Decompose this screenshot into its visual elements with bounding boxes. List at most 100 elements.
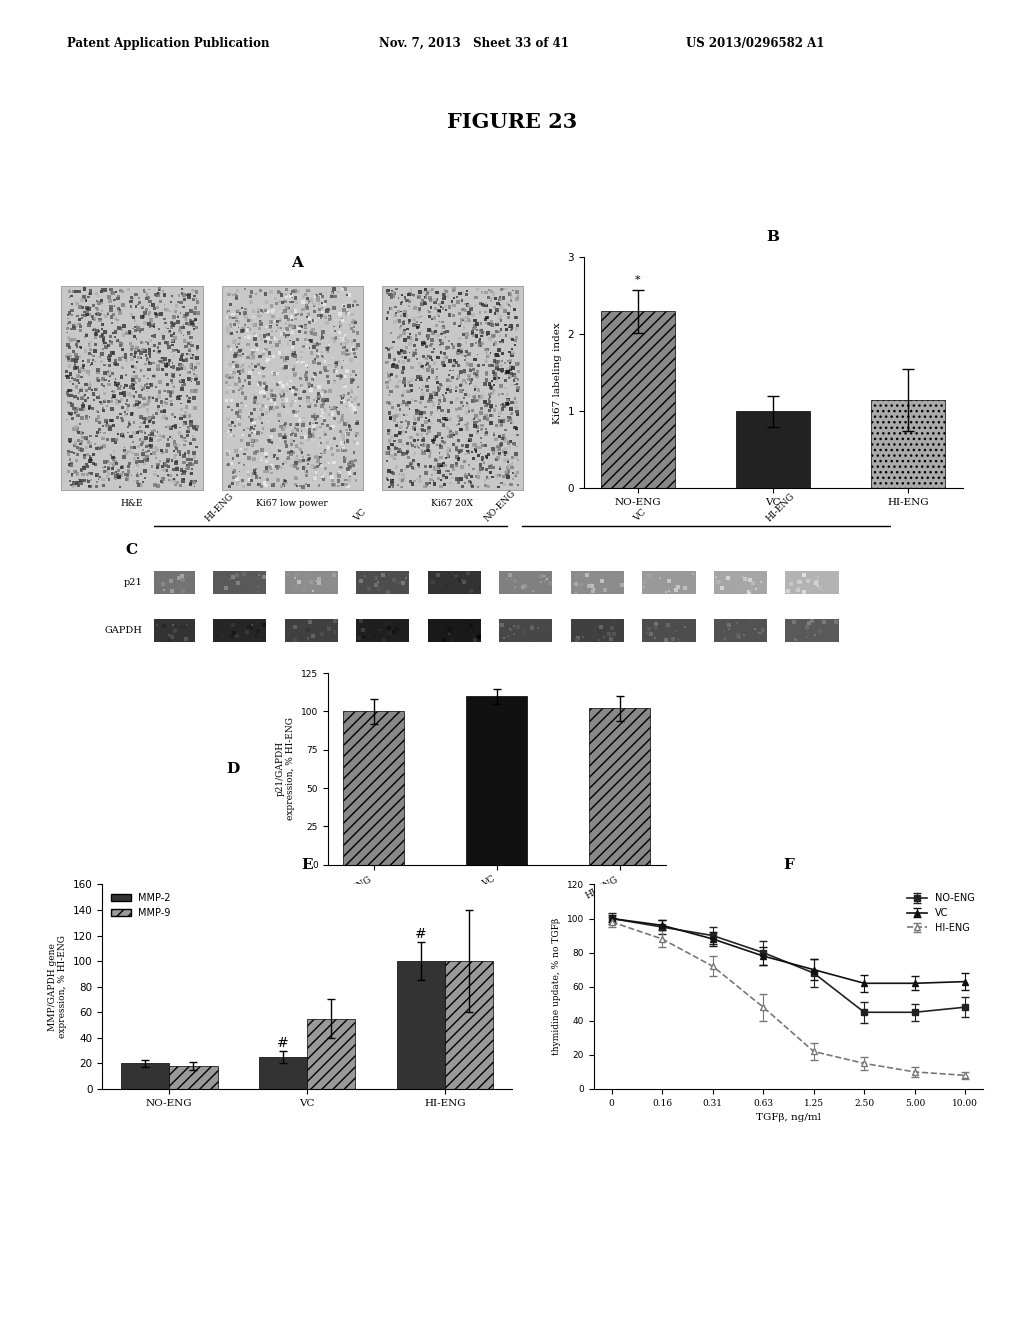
- Point: [420, 329, 436, 350]
- Point: [306, 367, 323, 388]
- Point: [455, 475, 471, 496]
- Point: [72, 281, 88, 302]
- Point: [433, 375, 450, 396]
- Point: [495, 441, 511, 462]
- Point: [67, 434, 83, 455]
- Point: [429, 347, 445, 368]
- Point: [163, 292, 179, 313]
- Point: [310, 352, 327, 374]
- Point: [300, 453, 316, 474]
- Point: [797, 582, 813, 603]
- Point: [95, 436, 112, 457]
- Point: [465, 391, 481, 412]
- Point: [478, 325, 495, 346]
- Point: [110, 330, 126, 351]
- Point: [227, 441, 244, 462]
- Point: [315, 466, 332, 487]
- Point: [136, 393, 153, 414]
- Point: [129, 444, 145, 465]
- Point: [452, 327, 468, 348]
- Point: [158, 355, 174, 376]
- Point: [249, 334, 265, 355]
- Point: [464, 409, 480, 430]
- Point: [457, 293, 473, 314]
- Point: [349, 433, 366, 454]
- Point: [481, 400, 498, 421]
- Point: [171, 568, 187, 589]
- Point: [469, 366, 485, 387]
- Point: [406, 308, 422, 329]
- Point: [340, 458, 356, 479]
- Point: [419, 424, 435, 445]
- Point: [438, 620, 455, 642]
- Point: [173, 323, 189, 345]
- Point: [265, 475, 282, 496]
- Point: [478, 342, 495, 363]
- Point: [105, 385, 122, 407]
- Point: [167, 327, 183, 348]
- Point: [67, 329, 83, 350]
- Point: [237, 315, 253, 337]
- Point: [424, 319, 440, 341]
- Point: [324, 438, 340, 459]
- Point: [138, 331, 155, 352]
- Point: [81, 462, 97, 483]
- Point: [164, 425, 180, 446]
- Point: [436, 389, 453, 411]
- Point: [579, 565, 595, 586]
- Point: [397, 286, 414, 308]
- Point: [123, 404, 139, 425]
- Point: [269, 327, 286, 348]
- Point: [125, 432, 141, 453]
- Point: [510, 315, 526, 337]
- Point: [247, 323, 263, 345]
- Point: [524, 618, 541, 639]
- Point: [67, 475, 83, 496]
- Point: [500, 350, 516, 371]
- Point: [115, 411, 131, 432]
- Point: [480, 346, 497, 367]
- Point: [451, 407, 467, 428]
- Text: VC: VC: [632, 508, 648, 524]
- Point: [435, 317, 452, 338]
- Point: [394, 285, 411, 306]
- Point: [295, 477, 311, 498]
- Point: [272, 323, 289, 345]
- Point: [176, 289, 193, 310]
- Point: [229, 280, 246, 301]
- Point: [422, 389, 438, 411]
- Point: [163, 384, 179, 405]
- Point: [78, 428, 94, 449]
- Point: [475, 355, 492, 376]
- FancyBboxPatch shape: [428, 619, 481, 642]
- Point: [228, 288, 245, 309]
- Point: [278, 368, 294, 389]
- Point: [129, 391, 145, 412]
- Point: [509, 318, 525, 339]
- Point: [222, 421, 239, 442]
- Point: [74, 305, 90, 326]
- Point: [165, 330, 181, 351]
- Point: [218, 454, 234, 475]
- Point: [225, 305, 242, 326]
- Point: [419, 376, 435, 397]
- Point: [103, 381, 120, 403]
- Point: [100, 286, 117, 308]
- Point: [276, 470, 293, 491]
- Point: [376, 630, 392, 651]
- Point: [83, 463, 99, 484]
- Point: [497, 378, 513, 399]
- Point: [407, 418, 423, 440]
- Point: [457, 350, 473, 371]
- Point: [98, 461, 115, 482]
- Point: [118, 347, 134, 368]
- Point: [96, 280, 113, 301]
- Point: [133, 333, 150, 354]
- Point: [309, 407, 326, 428]
- Point: [220, 409, 237, 430]
- Point: [119, 469, 135, 490]
- Point: [423, 347, 439, 368]
- Point: [322, 404, 338, 425]
- Point: [236, 350, 252, 371]
- Point: [383, 322, 399, 343]
